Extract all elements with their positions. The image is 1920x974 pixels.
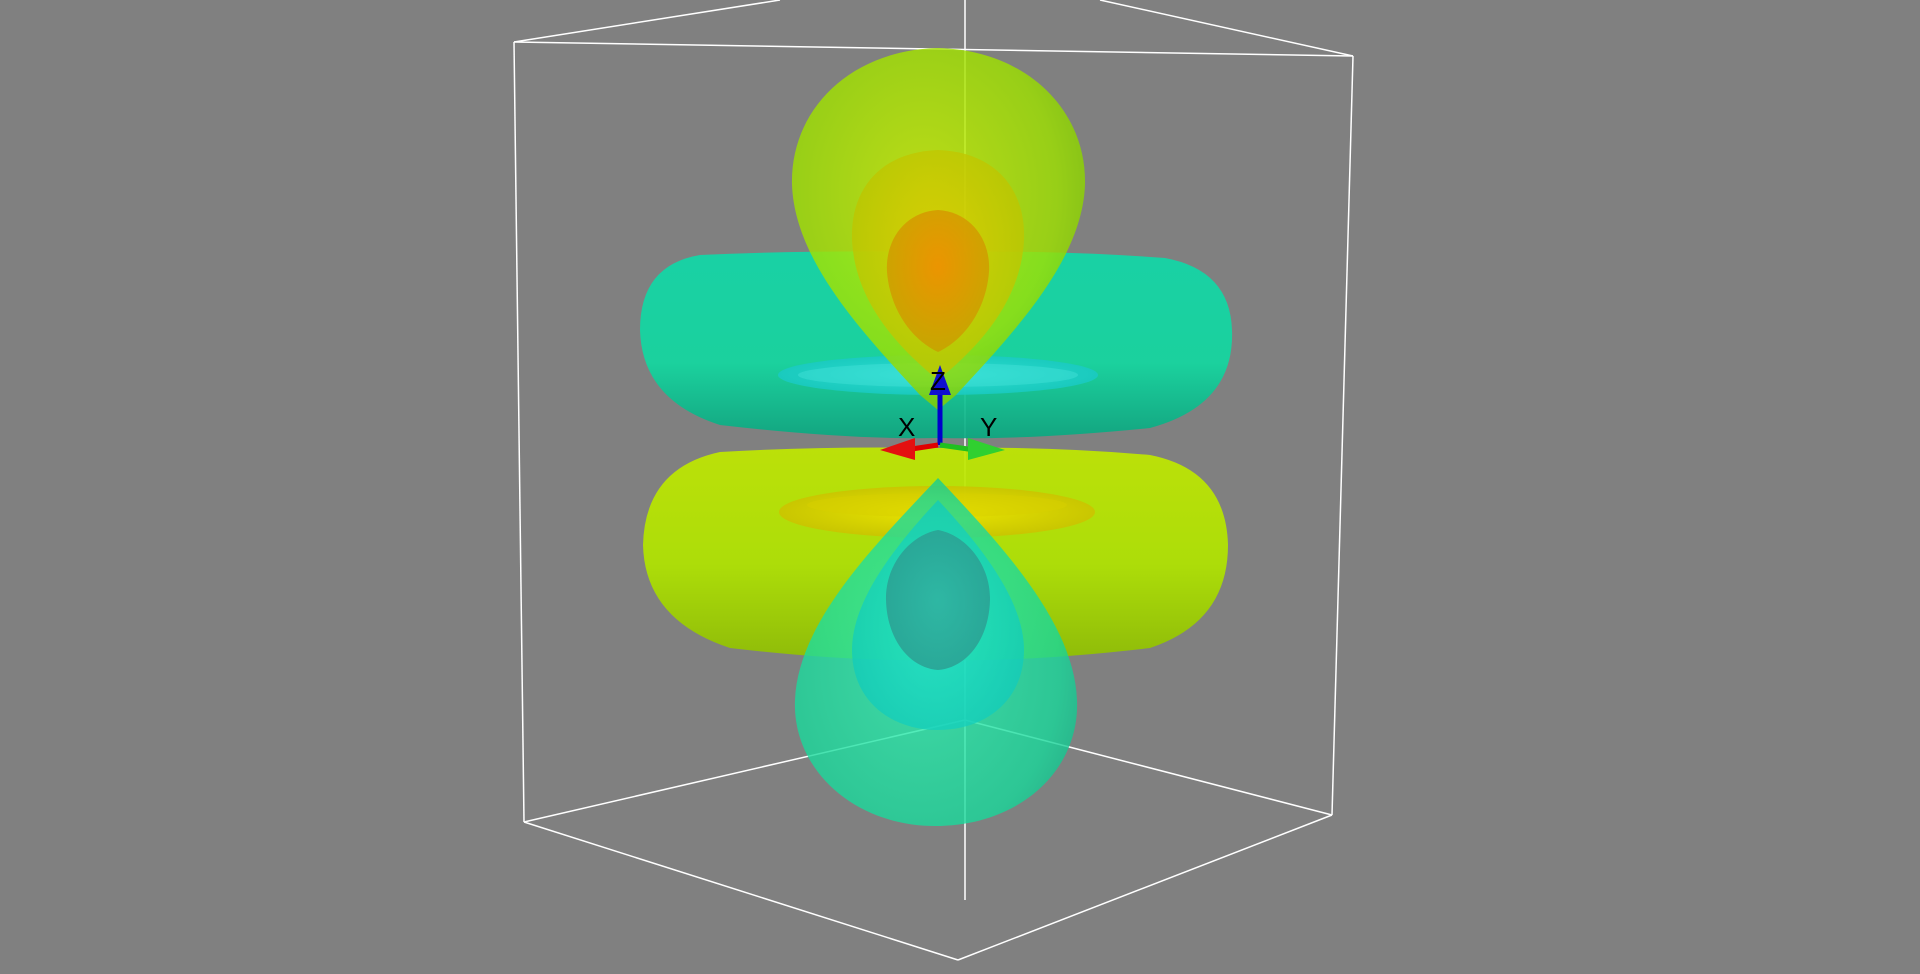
- lower-lobe-isosurface: [794, 478, 1078, 826]
- y-axis-label: Y: [980, 412, 997, 442]
- upper-lobe-isosurface: [791, 48, 1086, 410]
- x-axis-label: X: [898, 412, 915, 442]
- z-axis-label: Z: [930, 366, 946, 396]
- y-axis-arrowhead: [968, 438, 1005, 460]
- x-axis-arrowhead: [880, 438, 915, 460]
- axes-triad: X Y Z: [880, 365, 1005, 460]
- z-axis-arrowhead: [929, 365, 951, 395]
